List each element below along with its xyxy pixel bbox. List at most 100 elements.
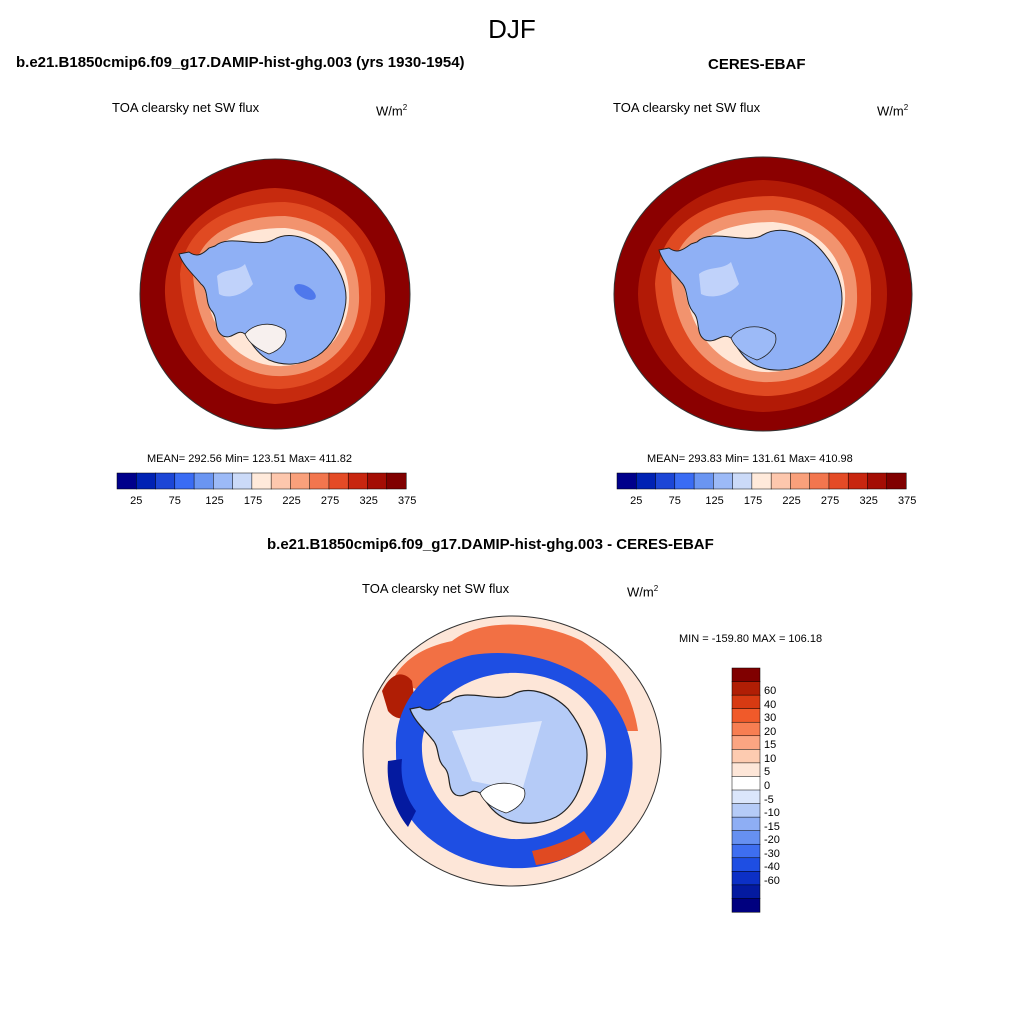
diff-colorbar-swatch bbox=[731, 816, 761, 832]
diff-colorbar bbox=[731, 667, 761, 913]
colorbar-swatch bbox=[309, 472, 330, 490]
colorbar-tick-label: 375 bbox=[398, 495, 417, 507]
colorbar-tick-label: 25 bbox=[130, 495, 143, 507]
colorbar-swatch bbox=[367, 472, 388, 490]
diff-colorbar-tick-label: -40 bbox=[764, 861, 780, 874]
colorbar-swatch bbox=[674, 472, 695, 490]
diff-colorbar-tick-label: -20 bbox=[764, 834, 780, 847]
figure-title: DJF bbox=[488, 14, 536, 44]
colorbar-swatch bbox=[867, 472, 888, 490]
colorbar-tick-label: 225 bbox=[282, 495, 301, 507]
diff-colorbar-swatch bbox=[731, 708, 761, 723]
diff-colorbar-tick-label: -5 bbox=[764, 793, 774, 806]
colorbar-tick-label: 25 bbox=[630, 495, 643, 507]
diff-colorbar-swatch bbox=[731, 884, 761, 899]
colorbar-swatch bbox=[751, 472, 772, 490]
panel1-units: W/m2 bbox=[376, 103, 408, 119]
diff-variable: TOA clearsky net SW flux bbox=[362, 581, 510, 596]
colorbar-swatch bbox=[693, 472, 714, 490]
panel2-colorbar-labels: 25 75 125 175 225 275 325 375 bbox=[617, 495, 916, 509]
panel1-variable: TOA clearsky net SW flux bbox=[112, 100, 260, 115]
colorbar-tick-label: 175 bbox=[243, 495, 263, 507]
colorbar-tick-label: 175 bbox=[743, 495, 763, 507]
colorbar-tick-label: 75 bbox=[668, 495, 681, 507]
panel2-variable: TOA clearsky net SW flux bbox=[613, 100, 761, 115]
colorbar-swatch bbox=[790, 472, 811, 490]
diff-colorbar-swatch bbox=[731, 843, 761, 859]
diff-case-title: b.e21.B1850cmip6.f09_g17.DAMIP-hist-ghg.… bbox=[267, 536, 714, 553]
colorbar-swatch bbox=[713, 472, 734, 490]
panel1-map bbox=[139, 158, 411, 430]
panel1-colorbar-labels: 25 75 125 175 225 275 325 375 bbox=[117, 495, 416, 509]
colorbar-swatch bbox=[732, 472, 753, 490]
antarctica-land bbox=[658, 229, 843, 371]
colorbar-tick-label: 125 bbox=[205, 495, 224, 507]
colorbar-tick-label: 225 bbox=[782, 495, 801, 507]
colorbar-tick-label: 325 bbox=[859, 495, 878, 507]
colorbar-swatch bbox=[809, 472, 830, 490]
diff-colorbar-tick-label: -30 bbox=[764, 847, 780, 860]
colorbar-swatch bbox=[174, 472, 195, 490]
colorbar-swatch bbox=[655, 472, 676, 490]
colorbar-swatch bbox=[328, 472, 349, 490]
diff-colorbar-swatch bbox=[731, 803, 761, 818]
panel2-map bbox=[613, 156, 913, 432]
colorbar-tick-label: 275 bbox=[320, 495, 340, 507]
diff-colorbar-swatch bbox=[731, 830, 761, 845]
diff-units: W/m2 bbox=[627, 584, 659, 600]
diff-colorbar-tick-label: 15 bbox=[764, 739, 777, 752]
diff-colorbar-swatch bbox=[731, 762, 761, 777]
colorbar-swatch bbox=[636, 472, 657, 490]
colorbar-tick-label: 375 bbox=[898, 495, 917, 507]
diff-colorbar-swatch bbox=[731, 776, 761, 791]
diff-colorbar-swatch bbox=[731, 681, 761, 696]
colorbar-swatch bbox=[270, 472, 291, 490]
diff-colorbar-swatch bbox=[731, 857, 761, 872]
colorbar-tick-label: 125 bbox=[705, 495, 724, 507]
diff-colorbar-tick-label: -10 bbox=[764, 807, 780, 820]
antarctica-land bbox=[178, 235, 347, 365]
colorbar-swatch bbox=[116, 472, 137, 490]
diff-colorbar-swatch bbox=[731, 694, 761, 710]
colorbar-tick-label: 75 bbox=[168, 495, 181, 507]
colorbar-swatch bbox=[136, 472, 157, 490]
diff-colorbar-swatch bbox=[731, 898, 761, 913]
colorbar-swatch bbox=[193, 472, 214, 490]
panel1-case-title: b.e21.B1850cmip6.f09_g17.DAMIP-hist-ghg.… bbox=[16, 54, 465, 71]
diff-colorbar-tick-label: 5 bbox=[764, 766, 771, 779]
diff-colorbar-tick-label: 30 bbox=[764, 712, 777, 725]
diff-colorbar-tick-label: -60 bbox=[764, 874, 780, 887]
panel2-colorbar bbox=[616, 472, 907, 490]
diff-colorbar-tick-label: 0 bbox=[764, 779, 771, 792]
panel2-stats: MEAN= 293.83 Min= 131.61 Max= 410.98 bbox=[647, 453, 853, 465]
diff-colorbar-swatch bbox=[731, 789, 761, 805]
diff-colorbar-tick-label: 40 bbox=[764, 698, 777, 711]
panel2-units: W/m2 bbox=[877, 103, 909, 119]
diff-colorbar-tick-label: -15 bbox=[764, 820, 780, 833]
diff-minmax: MIN = -159.80 MAX = 106.18 bbox=[679, 633, 823, 645]
panel1-stats: MEAN= 292.56 Min= 123.51 Max= 411.82 bbox=[147, 453, 352, 465]
diff-map bbox=[362, 615, 662, 887]
colorbar-swatch bbox=[232, 472, 253, 490]
diff-colorbar-swatch bbox=[731, 667, 761, 683]
colorbar-swatch bbox=[616, 472, 637, 490]
colorbar-swatch bbox=[155, 472, 176, 490]
colorbar-swatch bbox=[770, 472, 791, 490]
colorbar-swatch bbox=[347, 472, 369, 490]
diff-colorbar-tick-label: 20 bbox=[764, 725, 777, 738]
colorbar-swatch bbox=[251, 472, 272, 490]
colorbar-swatch bbox=[847, 472, 869, 490]
diff-colorbar-labels: 60 40 30 20 15 10 5 0 -5 -10 -15 -20 -30 -40 -60 bbox=[764, 668, 804, 912]
panel2-case-title: CERES-EBAF bbox=[708, 56, 806, 73]
colorbar-swatch bbox=[290, 472, 311, 490]
diff-colorbar-swatch bbox=[731, 721, 761, 737]
diff-colorbar-swatch bbox=[731, 749, 761, 764]
diff-colorbar-swatch bbox=[731, 871, 761, 886]
colorbar-tick-label: 275 bbox=[820, 495, 840, 507]
colorbar-tick-label: 325 bbox=[359, 495, 378, 507]
colorbar-swatch bbox=[386, 472, 407, 490]
diff-colorbar-tick-label: 60 bbox=[764, 685, 777, 698]
colorbar-swatch bbox=[213, 472, 234, 490]
diff-colorbar-tick-label: 10 bbox=[764, 752, 777, 765]
colorbar-swatch bbox=[886, 472, 907, 490]
